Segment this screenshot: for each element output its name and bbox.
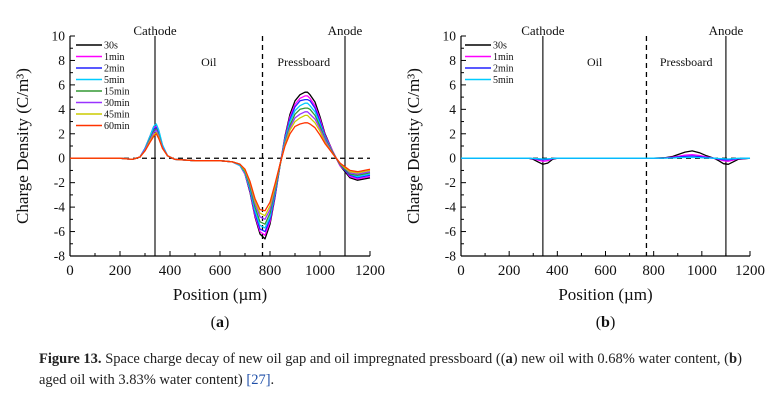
y-axis-title: Charge Density (C/m³): [404, 68, 423, 224]
legend-label: 30s: [104, 41, 118, 52]
legend-label: 5min: [493, 75, 514, 86]
legend-label: 45min: [104, 110, 130, 121]
x-tick-label: 400: [159, 263, 182, 279]
y-tick-label: -2: [54, 175, 65, 190]
caption-panel-b: b: [729, 351, 738, 367]
y-tick-label: -4: [445, 200, 456, 215]
series-line-5min: [70, 102, 371, 229]
anode-label: Anode: [709, 23, 744, 38]
legend-label: 30s: [493, 41, 507, 52]
y-tick-label: 4: [58, 102, 65, 117]
y-tick-label: 2: [58, 126, 65, 141]
y-tick-label: 8: [449, 53, 456, 68]
caption-panel-a: a: [505, 351, 513, 367]
y-tick-label: 8: [58, 53, 65, 68]
y-tick-label: -4: [54, 200, 65, 215]
caption-text-2: ) new oil with 0.68% water content, (: [512, 351, 730, 367]
x-tick-label: 600: [594, 263, 617, 279]
x-axis-title: Position (µm): [173, 285, 267, 304]
x-tick-label: 800: [642, 263, 665, 279]
panel-label-b: (b): [596, 314, 616, 331]
legend-label: 60min: [104, 121, 130, 132]
y-tick-label: -2: [445, 175, 456, 190]
y-tick-label: 10: [52, 29, 66, 44]
y-tick-label: -6: [445, 224, 456, 239]
legend-label: 15min: [104, 87, 130, 98]
caption-text-4: .: [270, 372, 275, 388]
y-tick-label: 0: [449, 151, 456, 166]
series-line-2min: [70, 98, 371, 233]
series-line-30min: [70, 111, 371, 220]
legend-label: 2min: [104, 64, 125, 75]
legend-label: 5min: [104, 75, 125, 86]
cathode-label: Cathode: [521, 23, 565, 38]
y-tick-label: 10: [443, 29, 457, 44]
legend-label: 30min: [104, 98, 130, 109]
anode-label: Anode: [328, 23, 363, 38]
reference-link[interactable]: [27]: [246, 372, 271, 388]
y-tick-label: -6: [54, 224, 65, 239]
y-tick-label: 0: [58, 151, 65, 166]
legend-label: 2min: [493, 64, 514, 75]
oil-region-label: Oil: [587, 55, 603, 69]
y-axis-title: Charge Density (C/m³): [13, 68, 32, 224]
legend-label: 1min: [493, 52, 514, 63]
chart-panel-a: -8 -6 -4 -2 0 2 4 6 8 10 0 200 400 600 800 1000 1200 Posi…: [13, 23, 385, 331]
series-line-5min: [461, 156, 751, 160]
x-tick-label: 1200: [735, 263, 765, 279]
y-tick-label: 4: [449, 102, 456, 117]
chart-panel-b: -8 -6 -4 -2 0 2 4 6 8 10 0 200 400 600 800 1000 1200 Posi…: [404, 23, 765, 331]
caption-label: Figure 13.: [39, 351, 102, 367]
x-tick-label: 1000: [687, 263, 717, 279]
y-tick-label: 6: [58, 77, 65, 92]
figure-caption: Figure 13. Space charge decay of new oil…: [39, 349, 764, 391]
y-tick-label: -8: [445, 249, 456, 264]
caption-text-1: Space charge decay of new oil gap and oi…: [101, 351, 506, 367]
cathode-label: Cathode: [133, 23, 177, 38]
oil-region-label: Oil: [201, 55, 217, 69]
series-line-60min: [70, 122, 371, 212]
pressboard-region-label: Pressboard: [660, 55, 713, 69]
x-axis-title: Position (µm): [558, 285, 652, 304]
x-tick-label: 200: [498, 263, 521, 279]
x-tick-label: 1200: [355, 263, 385, 279]
x-tick-label: 600: [209, 263, 232, 279]
x-tick-label: 800: [259, 263, 282, 279]
legend-label: 1min: [104, 52, 125, 63]
y-tick-label: 6: [449, 77, 456, 92]
panel-label-a: (a): [211, 314, 230, 331]
x-tick-label: 0: [66, 263, 74, 279]
x-tick-label: 200: [109, 263, 132, 279]
y-tick-label: -8: [54, 249, 65, 264]
x-tick-label: 400: [546, 263, 569, 279]
caption-text-3: ) aged oil with 3.83% water content): [39, 351, 742, 388]
x-tick-label: 0: [457, 263, 465, 279]
pressboard-region-label: Pressboard: [277, 55, 330, 69]
x-tick-label: 1000: [305, 263, 335, 279]
y-tick-label: 2: [449, 126, 456, 141]
